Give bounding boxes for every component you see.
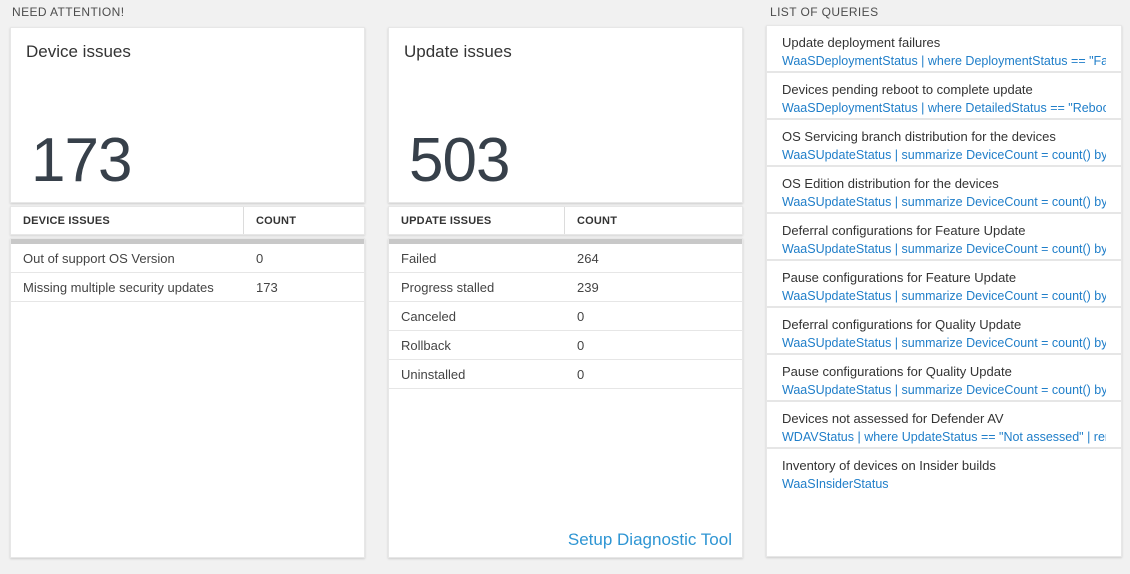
issue-count: 239: [577, 279, 599, 295]
table-row[interactable]: Missing multiple security updates 173: [11, 273, 364, 302]
device-issues-table-header: DEVICE ISSUES COUNT: [10, 206, 365, 235]
query-list-item[interactable]: Inventory of devices on Insider builds Wa…: [767, 449, 1121, 496]
update-issues-table-header: UPDATE ISSUES COUNT: [388, 206, 743, 235]
query-list-item[interactable]: OS Servicing branch distribution for the…: [767, 120, 1121, 167]
issue-label: Failed: [401, 250, 437, 266]
issue-count: 0: [577, 308, 585, 324]
setup-diagnostic-tool-link[interactable]: Setup Diagnostic Tool: [567, 530, 732, 549]
device-issues-table-body: Out of support OS Version 0 Missing multip…: [10, 238, 365, 558]
query-text: WaaSUpdateStatus | summarize DeviceCount…: [782, 242, 1106, 256]
count-column-header: COUNT: [577, 214, 618, 227]
table-top-bar: [389, 239, 742, 244]
query-text: WaaSUpdateStatus | summarize DeviceCount…: [782, 289, 1106, 303]
issue-label: Progress stalled: [401, 279, 495, 295]
query-title: OS Servicing branch distribution for the…: [782, 129, 1056, 144]
query-list-item[interactable]: Deferral configurations for Quality Upda…: [767, 308, 1121, 355]
update-issues-tile[interactable]: Update issues 503: [388, 27, 743, 203]
table-top-bar: [11, 239, 364, 244]
table-row[interactable]: Failed 264: [389, 244, 742, 273]
issue-count: 0: [256, 250, 264, 266]
query-title: Pause configurations for Feature Update: [782, 270, 1017, 285]
query-text: WaaSUpdateStatus | summarize DeviceCount…: [782, 148, 1106, 162]
query-list-item[interactable]: Pause configurations for Feature Update W…: [767, 261, 1121, 308]
update-issues-table: UPDATE ISSUES COUNT Failed 264 Progress st…: [388, 206, 743, 558]
query-text: WaaSDeploymentStatus | where DeploymentS…: [782, 54, 1106, 68]
issue-count: 264: [577, 250, 599, 266]
query-title: Deferral configurations for Quality Upda…: [782, 317, 1022, 332]
issue-count: 0: [577, 337, 585, 353]
query-text: WaaSInsiderStatus: [782, 477, 889, 491]
query-list-item[interactable]: Devices not assessed for Defender AV WDAV…: [767, 402, 1121, 449]
issue-label: Uninstalled: [401, 366, 466, 382]
count-column-header: COUNT: [256, 214, 297, 227]
issue-count: 0: [577, 366, 585, 382]
query-title: Pause configurations for Quality Update: [782, 364, 1012, 379]
query-list-item[interactable]: OS Edition distribution for the devices W…: [767, 167, 1121, 214]
table-row[interactable]: Progress stalled 239: [389, 273, 742, 302]
query-text: WDAVStatus | where UpdateStatus == "Not …: [782, 430, 1106, 444]
list-of-queries-header: LIST OF QUERIES: [770, 5, 879, 19]
issue-label: Missing multiple security updates: [23, 279, 214, 295]
table-row[interactable]: Rollback 0: [389, 331, 742, 360]
update-issues-count: 503: [409, 126, 510, 195]
update-issues-table-body: Failed 264 Progress stalled 239 Canceled 0 Rol…: [388, 238, 743, 558]
table-row[interactable]: Canceled 0: [389, 302, 742, 331]
table-row[interactable]: Out of support OS Version 0: [11, 244, 364, 273]
query-title: Devices not assessed for Defender AV: [782, 411, 1004, 426]
need-attention-header: NEED ATTENTION!: [12, 5, 125, 19]
query-text: WaaSUpdateStatus | summarize DeviceCount…: [782, 336, 1106, 350]
device-issues-tile[interactable]: Device issues 173: [10, 27, 365, 203]
query-list-item[interactable]: Devices pending reboot to complete updat…: [767, 73, 1121, 120]
query-title: Update deployment failures: [782, 35, 941, 50]
device-issues-column-header: DEVICE ISSUES: [11, 207, 244, 234]
query-list-card: Update deployment failures WaaSDeployment…: [766, 25, 1122, 557]
query-title: Inventory of devices on Insider builds: [782, 458, 996, 473]
issue-count: 173: [256, 279, 278, 295]
issue-label: Canceled: [401, 308, 456, 324]
query-text: WaaSUpdateStatus | summarize DeviceCount…: [782, 383, 1106, 397]
query-text: WaaSUpdateStatus | summarize DeviceCount…: [782, 195, 1106, 209]
issue-label: Rollback: [401, 337, 451, 353]
query-list-item[interactable]: Deferral configurations for Feature Upda…: [767, 214, 1121, 261]
device-issues-count: 173: [31, 126, 132, 195]
device-issues-tile-title: Device issues: [26, 42, 131, 61]
issue-label: Out of support OS Version: [23, 250, 175, 266]
query-title: Deferral configurations for Feature Upda…: [782, 223, 1026, 238]
update-issues-column-header: UPDATE ISSUES: [389, 207, 565, 234]
query-text: WaaSDeploymentStatus | where DetailedSta…: [782, 101, 1106, 115]
update-issues-tile-title: Update issues: [404, 42, 512, 61]
query-list-item[interactable]: Pause configurations for Quality Update W…: [767, 355, 1121, 402]
device-issues-table: DEVICE ISSUES COUNT Out of support OS Ve…: [10, 206, 365, 558]
table-row[interactable]: Uninstalled 0: [389, 360, 742, 389]
query-title: Devices pending reboot to complete updat…: [782, 82, 1033, 97]
query-list-item[interactable]: Update deployment failures WaaSDeployment…: [767, 26, 1121, 73]
query-title: OS Edition distribution for the devices: [782, 176, 999, 191]
